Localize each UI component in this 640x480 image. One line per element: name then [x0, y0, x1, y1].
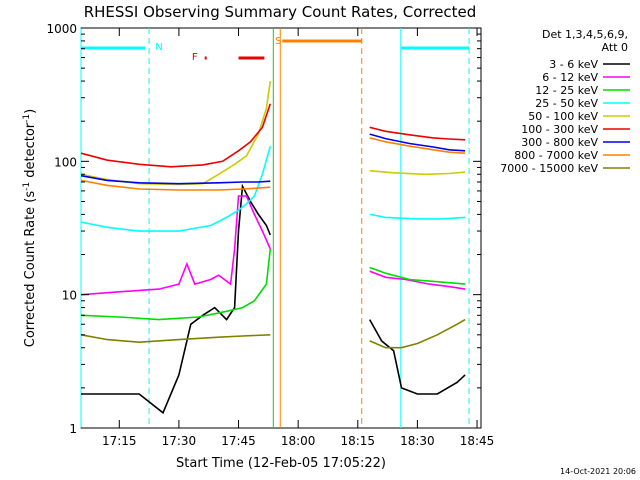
y-tick-label-2: 10 [62, 289, 77, 303]
x-tick-label-7: 18:45 [460, 434, 495, 448]
y-axis-label-main: Corrected Count Rate (s [23, 191, 38, 348]
series-line-3-6-kev-2 [369, 319, 466, 395]
y-axis-label-sup1: -1 [22, 182, 32, 191]
series-line-12-25-kev-1 [80, 248, 272, 321]
y-axis-label: Corrected Count Rate (s-1 detector-1) [22, 109, 38, 347]
series-line-6-12-kev-1 [80, 195, 272, 296]
series-line-3-6-kev-1 [81, 183, 272, 415]
x-tick-label-4: 18:00 [281, 434, 316, 448]
status-bars: N F S [81, 36, 470, 63]
y-tick-label-4: 1000 [46, 22, 77, 36]
legend-header-line-2: Att 0 [602, 41, 628, 54]
legend-label-6-12-kev: 6 - 12 keV [542, 71, 598, 84]
legend-label-300-800-kev: 300 - 800 keV [521, 136, 598, 149]
y-axis-ticks: 1 10 100 1000 [46, 22, 481, 436]
chart-title: RHESSI Observing Summary Count Rates, Co… [84, 3, 477, 21]
series-line-50-100-kev-2 [369, 169, 466, 176]
legend-label-100-300-kev: 100 - 300 keV [521, 123, 598, 136]
series-line-7000-15000-kev-1 [80, 334, 271, 344]
series-line-300-800-kev-1 [80, 174, 271, 185]
x-tick-label-5: 18:15 [340, 434, 375, 448]
legend-label-800-7000-kev: 800 - 7000 keV [514, 149, 598, 162]
x-axis-label: Start Time (12-Feb-05 17:05:22) [176, 456, 386, 471]
status-bar-label-f: F [192, 52, 198, 63]
x-tick-label-1: 17:15 [102, 434, 137, 448]
legend-label-3-6-kev: 3 - 6 keV [549, 58, 598, 71]
legend-label-50-100-kev: 50 - 100 keV [528, 110, 598, 123]
legend-header-line-1: Det 1,3,4,5,6,9, [542, 28, 628, 41]
y-tick-label-1: 1 [69, 422, 77, 436]
series-line-12-25-kev-2 [369, 266, 466, 285]
x-tick-label-3: 17:45 [221, 434, 256, 448]
series-line-7000-15000-kev-2 [369, 318, 466, 349]
x-axis-ticks: 17:15 17:30 17:45 18:00 18:15 18:30 18:45 [102, 28, 494, 448]
series-line-300-800-kev-2 [369, 133, 466, 152]
y-tick-label-3: 100 [54, 155, 77, 169]
legend-label-7000-15000-kev: 7000 - 15000 keV [500, 162, 598, 175]
legend-label-12-25-kev: 12 - 25 keV [535, 84, 598, 97]
status-bar-label-n: N [155, 42, 162, 53]
x-tick-label-6: 18:30 [400, 434, 435, 448]
vertical-marker-lines [80, 28, 470, 428]
legend-label-25-50-kev: 25 - 50 keV [535, 97, 598, 110]
plot-area: NFS 17:15 17:30 17:45 18:00 18:15 18:30 18:45 … [46, 22, 494, 448]
series-lines [80, 80, 466, 415]
series-line-800-7000-kev-1 [80, 179, 271, 191]
y-axis-label-mid: detector [23, 122, 38, 182]
x-tick-label-2: 17:30 [162, 434, 197, 448]
y-axis-label-sup2: -1 [22, 114, 32, 123]
series-line-800-7000-kev-2 [369, 137, 466, 154]
timestamp: 14-Oct-2021 20:06 [560, 467, 636, 476]
series-line-6-12-kev-2 [369, 270, 466, 290]
series-line-25-50-kev-2 [369, 213, 466, 220]
status-bar-label-s: S [275, 36, 281, 47]
series-line-100-300-kev-1 [80, 103, 272, 168]
y-axis-label-end: ) [23, 109, 38, 114]
series-line-100-300-kev-2 [369, 126, 466, 141]
